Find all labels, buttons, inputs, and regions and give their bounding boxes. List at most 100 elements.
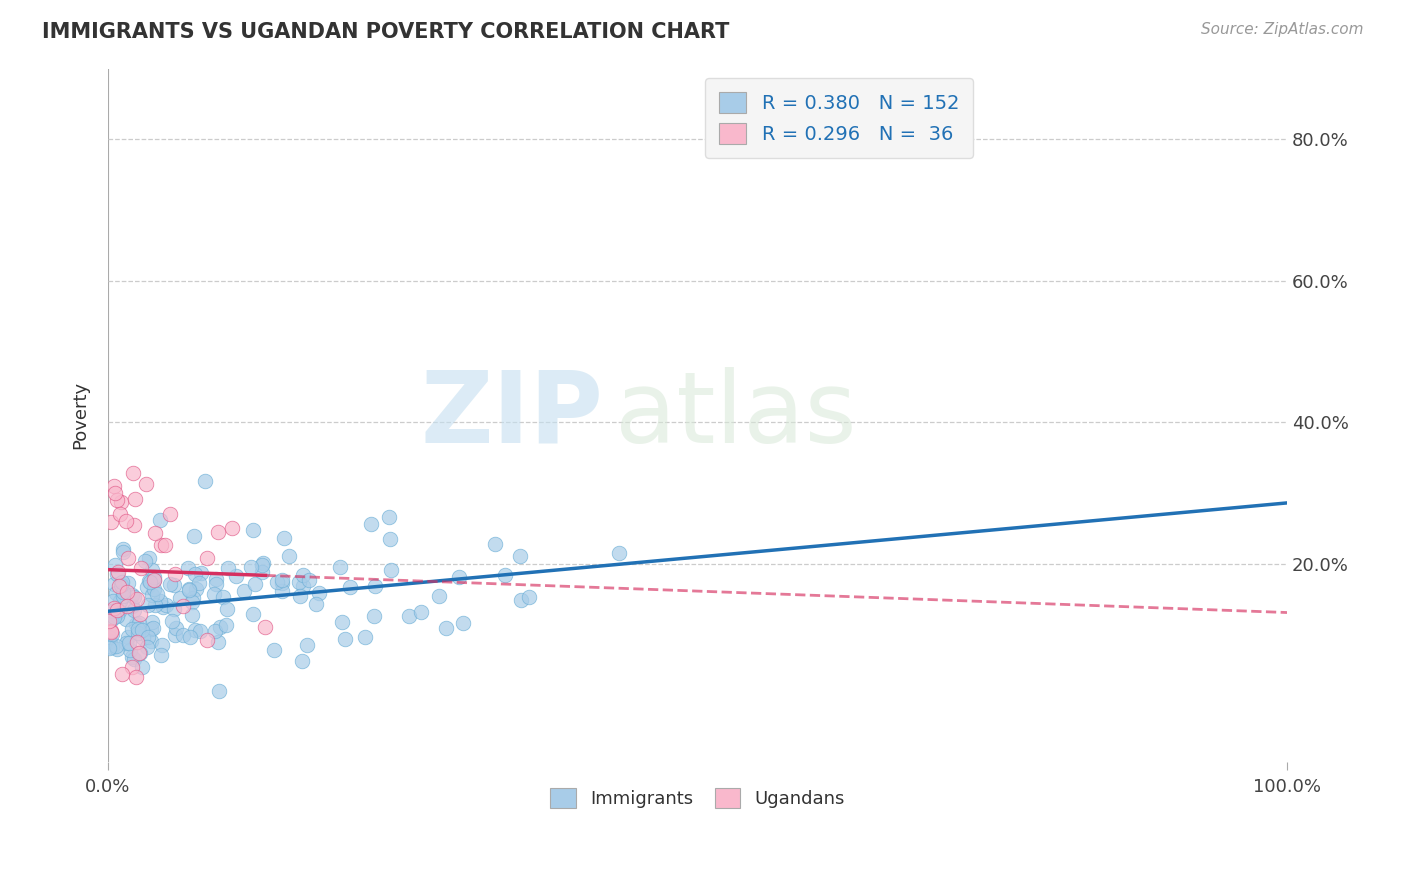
Y-axis label: Poverty: Poverty [72, 381, 89, 450]
Point [183, 623, 205, 637]
Point [494, 568, 516, 582]
Point [271, 584, 294, 599]
Point [155, 538, 177, 552]
Point [378, 532, 401, 546]
Point [125, 616, 148, 631]
Point [181, 591, 204, 606]
Point [121, 659, 143, 673]
Point [434, 621, 457, 635]
Point [363, 609, 385, 624]
Point [100, 624, 122, 639]
Point [217, 602, 239, 616]
Point [121, 588, 143, 602]
Point [240, 560, 263, 574]
Point [139, 622, 162, 636]
Text: atlas: atlas [614, 367, 856, 464]
Point [333, 632, 356, 646]
Point [398, 608, 420, 623]
Point [271, 576, 294, 591]
Point [270, 573, 292, 587]
Point [242, 607, 264, 622]
Point [111, 585, 134, 599]
Point [114, 612, 136, 626]
Point [447, 570, 470, 584]
Point [108, 507, 131, 521]
Point [103, 610, 125, 624]
Point [103, 601, 125, 615]
Point [145, 598, 167, 612]
Point [98, 614, 121, 628]
Point [195, 633, 218, 648]
Point [122, 652, 145, 666]
Legend: Immigrants, Ugandans: Immigrants, Ugandans [543, 780, 852, 815]
Point [150, 648, 173, 662]
Point [107, 567, 129, 582]
Point [143, 525, 166, 540]
Point [225, 569, 247, 583]
Point [305, 598, 328, 612]
Point [207, 525, 229, 540]
Point [100, 624, 122, 638]
Point [250, 558, 273, 572]
Point [128, 615, 150, 630]
Text: ZIP: ZIP [420, 367, 603, 464]
Point [107, 565, 129, 579]
Point [291, 579, 314, 593]
Point [136, 598, 159, 612]
Point [165, 567, 187, 582]
Point [179, 630, 201, 644]
Point [129, 646, 152, 660]
Point [205, 577, 228, 591]
Point [263, 643, 285, 657]
Point [139, 633, 162, 648]
Point [143, 570, 166, 584]
Point [101, 604, 124, 618]
Point [112, 542, 135, 557]
Point [155, 599, 177, 613]
Point [110, 577, 132, 591]
Point [378, 510, 401, 524]
Point [172, 627, 194, 641]
Point [121, 599, 143, 613]
Point [118, 635, 141, 649]
Point [188, 624, 211, 638]
Point [380, 563, 402, 577]
Point [159, 508, 181, 522]
Point [105, 641, 128, 656]
Point [107, 602, 129, 616]
Point [125, 635, 148, 649]
Point [177, 561, 200, 575]
Point [165, 621, 187, 635]
Point [215, 618, 238, 632]
Point [114, 514, 136, 528]
Point [177, 583, 200, 598]
Point [183, 529, 205, 543]
Point [111, 574, 134, 589]
Point [100, 634, 122, 648]
Point [163, 577, 186, 591]
Point [152, 600, 174, 615]
Point [98, 630, 121, 644]
Point [103, 479, 125, 493]
Point [107, 579, 129, 593]
Point [115, 584, 138, 599]
Point [451, 616, 474, 631]
Point [208, 684, 231, 698]
Point [510, 593, 533, 607]
Point [121, 650, 143, 665]
Point [212, 590, 235, 604]
Point [135, 476, 157, 491]
Point [217, 561, 239, 575]
Point [145, 586, 167, 600]
Point [332, 615, 354, 630]
Point [509, 549, 531, 564]
Point [250, 566, 273, 580]
Point [127, 622, 149, 636]
Point [121, 466, 143, 480]
Point [131, 623, 153, 637]
Point [297, 638, 319, 652]
Point [104, 639, 127, 653]
Point [125, 670, 148, 684]
Point [308, 585, 330, 599]
Point [104, 585, 127, 599]
